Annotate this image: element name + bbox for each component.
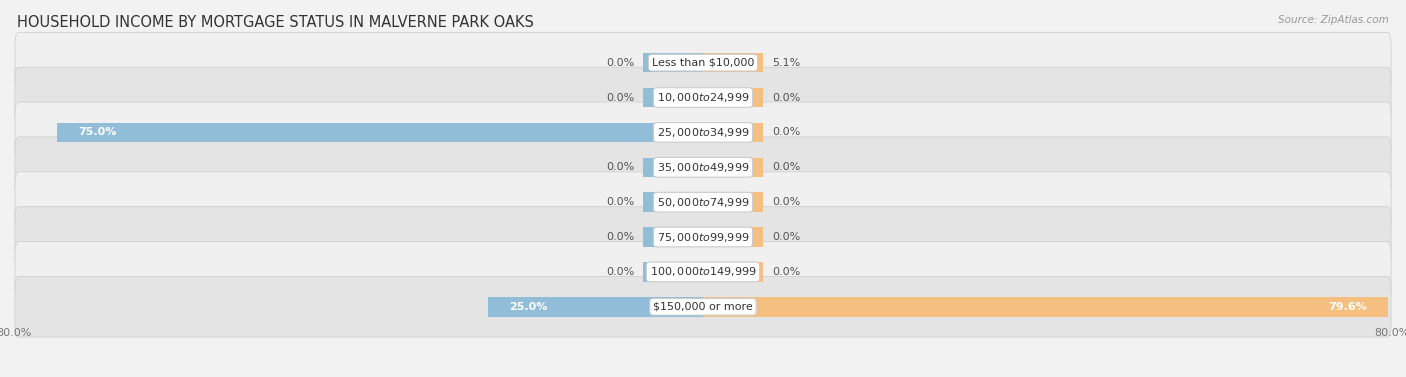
Bar: [488, 297, 703, 317]
Text: HOUSEHOLD INCOME BY MORTGAGE STATUS IN MALVERNE PARK OAKS: HOUSEHOLD INCOME BY MORTGAGE STATUS IN M…: [17, 15, 534, 30]
Bar: [58, 123, 703, 142]
Text: $35,000 to $49,999: $35,000 to $49,999: [657, 161, 749, 174]
Bar: [703, 297, 1389, 317]
Bar: [643, 227, 703, 247]
Text: 75.0%: 75.0%: [79, 127, 117, 138]
Text: Less than $10,000: Less than $10,000: [652, 58, 754, 68]
FancyBboxPatch shape: [15, 172, 1391, 233]
Text: 0.0%: 0.0%: [606, 232, 634, 242]
Text: $50,000 to $74,999: $50,000 to $74,999: [657, 196, 749, 208]
FancyBboxPatch shape: [15, 276, 1391, 337]
Text: 0.0%: 0.0%: [606, 162, 634, 172]
Text: $10,000 to $24,999: $10,000 to $24,999: [657, 91, 749, 104]
Text: 0.0%: 0.0%: [606, 92, 634, 103]
Bar: [703, 123, 763, 142]
FancyBboxPatch shape: [15, 102, 1391, 163]
FancyBboxPatch shape: [15, 137, 1391, 198]
Text: 25.0%: 25.0%: [509, 302, 547, 312]
FancyBboxPatch shape: [15, 242, 1391, 302]
Bar: [703, 88, 763, 107]
Text: 0.0%: 0.0%: [772, 232, 800, 242]
Text: 0.0%: 0.0%: [606, 267, 634, 277]
Text: $25,000 to $34,999: $25,000 to $34,999: [657, 126, 749, 139]
FancyBboxPatch shape: [15, 32, 1391, 93]
Bar: [643, 158, 703, 177]
Text: 5.1%: 5.1%: [772, 58, 800, 68]
Text: 79.6%: 79.6%: [1329, 302, 1367, 312]
Bar: [643, 53, 703, 72]
Text: 0.0%: 0.0%: [606, 197, 634, 207]
Bar: [643, 262, 703, 282]
Text: $150,000 or more: $150,000 or more: [654, 302, 752, 312]
FancyBboxPatch shape: [15, 67, 1391, 128]
Text: 0.0%: 0.0%: [772, 92, 800, 103]
Text: 0.0%: 0.0%: [772, 267, 800, 277]
Bar: [643, 192, 703, 212]
Text: 0.0%: 0.0%: [772, 197, 800, 207]
Text: 0.0%: 0.0%: [772, 127, 800, 138]
Bar: [643, 88, 703, 107]
Text: 0.0%: 0.0%: [606, 58, 634, 68]
Bar: [703, 53, 763, 72]
Bar: [703, 262, 763, 282]
Bar: [703, 158, 763, 177]
Text: Source: ZipAtlas.com: Source: ZipAtlas.com: [1278, 15, 1389, 25]
FancyBboxPatch shape: [15, 207, 1391, 267]
Bar: [703, 192, 763, 212]
Text: $100,000 to $149,999: $100,000 to $149,999: [650, 265, 756, 278]
Text: $75,000 to $99,999: $75,000 to $99,999: [657, 231, 749, 244]
Bar: [703, 227, 763, 247]
Text: 0.0%: 0.0%: [772, 162, 800, 172]
